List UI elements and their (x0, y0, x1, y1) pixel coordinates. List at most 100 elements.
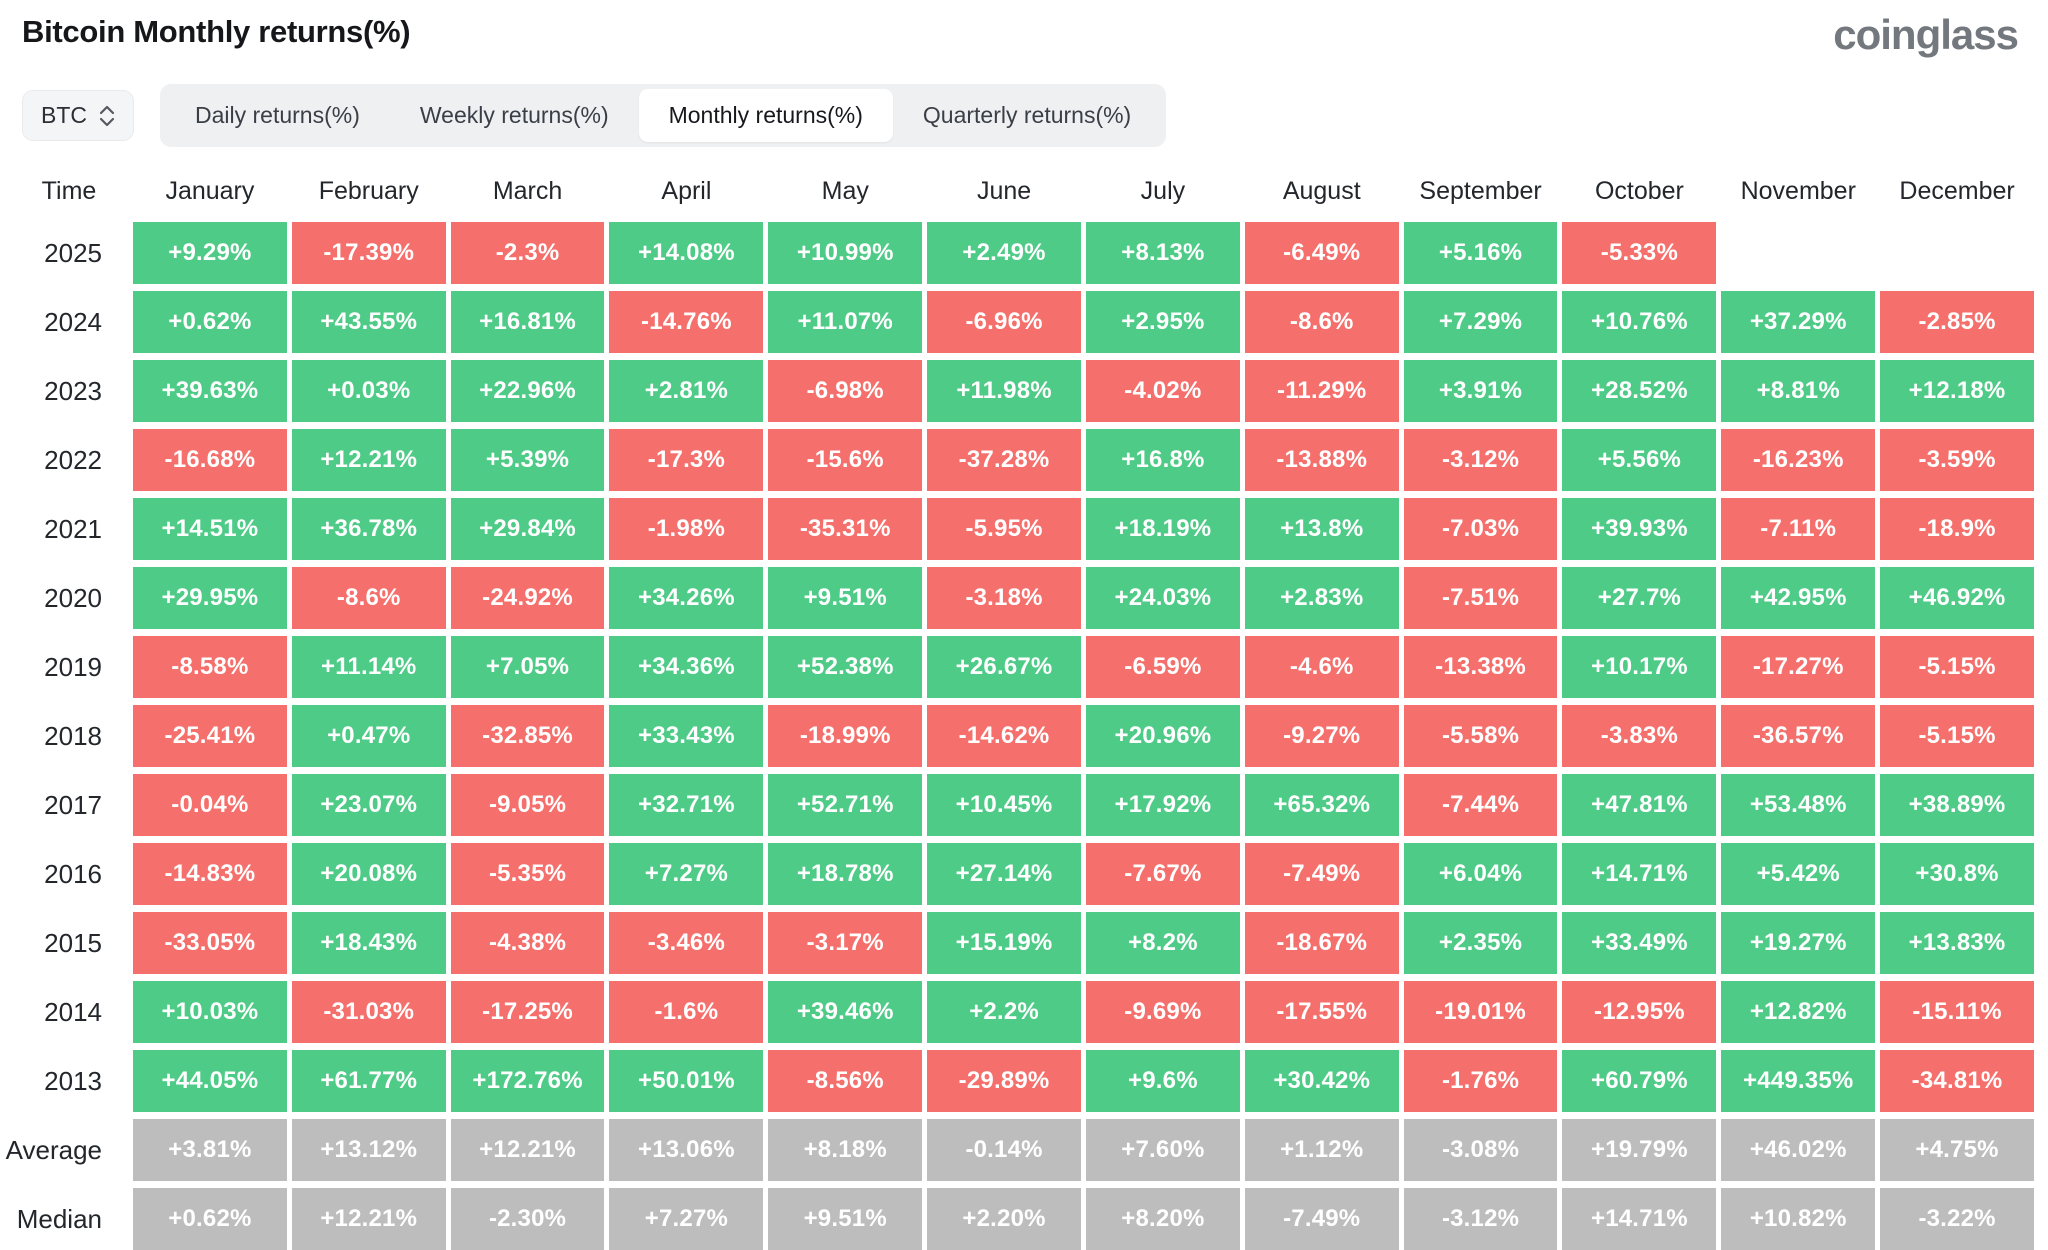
return-cell: +14.08% (609, 222, 764, 284)
return-cell: +4.75% (1880, 1119, 2034, 1181)
return-cell: -8.6% (1244, 291, 1399, 353)
return-cell: -3.12% (1403, 1188, 1558, 1250)
column-header-march: March (492, 176, 563, 205)
row-label-2024: 2024 (44, 306, 102, 337)
return-cell: -36.57% (1721, 705, 1876, 767)
column-header-december: December (1899, 176, 2015, 205)
return-cell: +10.82% (1721, 1188, 1876, 1250)
return-cell: -2.3% (450, 222, 605, 284)
return-cell: +8.20% (1085, 1188, 1240, 1250)
row-label-2020: 2020 (44, 582, 102, 613)
column-header-may: May (821, 176, 869, 205)
row-label-2015: 2015 (44, 927, 102, 958)
return-cell: -3.59% (1880, 429, 2034, 491)
return-cell: +11.07% (768, 291, 923, 353)
return-cell: +1.12% (1244, 1119, 1399, 1181)
return-cell: +10.45% (927, 774, 1081, 836)
return-cell: -19.01% (1403, 981, 1558, 1043)
return-cell: +0.03% (291, 360, 446, 422)
return-cell: +50.01% (609, 1050, 764, 1112)
symbol-selector[interactable]: BTC (22, 90, 134, 141)
return-cell: +34.36% (609, 636, 764, 698)
return-cell: +8.81% (1721, 360, 1876, 422)
return-cell: +0.62% (133, 1188, 287, 1250)
return-cell: -7.49% (1244, 1188, 1399, 1250)
return-cell: +43.55% (291, 291, 446, 353)
return-cell: -8.6% (291, 567, 446, 629)
return-cell: -18.67% (1244, 912, 1399, 974)
return-cell: -18.99% (768, 705, 923, 767)
return-cell: +52.71% (768, 774, 923, 836)
return-cell: +6.04% (1403, 843, 1558, 905)
return-cell: -7.03% (1403, 498, 1558, 560)
return-cell: -31.03% (291, 981, 446, 1043)
return-cell: +5.56% (1562, 429, 1717, 491)
return-cell: +27.7% (1562, 567, 1717, 629)
return-cell: +9.51% (768, 567, 923, 629)
return-cell: -25.41% (133, 705, 287, 767)
return-cell (1880, 222, 2034, 284)
controls-row: BTC Daily returns(%) Weekly returns(%) M… (22, 84, 2048, 147)
return-cell: +16.81% (450, 291, 605, 353)
coinglass-logo: coinglass (1833, 11, 2019, 58)
return-cell: -12.95% (1562, 981, 1717, 1043)
return-cell: -3.12% (1403, 429, 1558, 491)
return-cell: +18.43% (291, 912, 446, 974)
return-cell: +13.83% (1880, 912, 2034, 974)
return-cell: +13.12% (291, 1119, 446, 1181)
return-cell: +23.07% (291, 774, 446, 836)
return-cell: +22.96% (450, 360, 605, 422)
return-cell: +16.8% (1085, 429, 1240, 491)
return-cell: -14.76% (609, 291, 764, 353)
return-cell: +33.49% (1562, 912, 1717, 974)
return-cell: -4.38% (450, 912, 605, 974)
return-cell: +0.47% (291, 705, 446, 767)
return-cell: -6.98% (768, 360, 923, 422)
tab-monthly-returns[interactable]: Monthly returns(%) (638, 89, 893, 142)
return-cell: -9.69% (1085, 981, 1240, 1043)
return-cell: -14.83% (133, 843, 287, 905)
return-cell: +37.29% (1721, 291, 1876, 353)
return-cell: -32.85% (450, 705, 605, 767)
return-cell: +65.32% (1244, 774, 1399, 836)
return-cell: +39.93% (1562, 498, 1717, 560)
column-header-january: January (165, 176, 255, 205)
return-cell: -15.11% (1880, 981, 2034, 1043)
return-cell: -0.14% (927, 1119, 1081, 1181)
return-cell: +10.76% (1562, 291, 1717, 353)
return-cell: -35.31% (768, 498, 923, 560)
return-cell: +3.81% (133, 1119, 287, 1181)
return-cell: +2.20% (927, 1188, 1081, 1250)
tab-quarterly-returns[interactable]: Quarterly returns(%) (893, 89, 1161, 142)
return-cell: -17.27% (1721, 636, 1876, 698)
return-cell: +7.60% (1085, 1119, 1240, 1181)
tab-weekly-returns[interactable]: Weekly returns(%) (390, 89, 639, 142)
return-cell: +11.98% (927, 360, 1081, 422)
return-cell: +19.27% (1721, 912, 1876, 974)
topbar: Bitcoin Monthly returns(%) coinglass (0, 0, 2048, 56)
return-cell: +8.13% (1085, 222, 1240, 284)
return-cell: -34.81% (1880, 1050, 2034, 1112)
column-header-february: February (318, 176, 419, 205)
return-cell: -16.68% (133, 429, 287, 491)
row-label-average: Average (5, 1134, 102, 1165)
return-cell: +42.95% (1721, 567, 1876, 629)
row-label-2023: 2023 (44, 375, 102, 406)
return-cell: +2.2% (927, 981, 1081, 1043)
return-cell: -7.44% (1403, 774, 1558, 836)
return-cell: +29.84% (450, 498, 605, 560)
return-cell: +11.14% (291, 636, 446, 698)
return-cell: -1.6% (609, 981, 764, 1043)
return-cell: -7.11% (1721, 498, 1876, 560)
return-cell: +14.71% (1562, 1188, 1717, 1250)
return-cell: +30.8% (1880, 843, 2034, 905)
row-label-2016: 2016 (44, 858, 102, 889)
return-cell: +13.8% (1244, 498, 1399, 560)
return-cell: +10.17% (1562, 636, 1717, 698)
return-cell: -9.27% (1244, 705, 1399, 767)
return-cell: -33.05% (133, 912, 287, 974)
tab-daily-returns[interactable]: Daily returns(%) (165, 89, 390, 142)
return-cell: +8.2% (1085, 912, 1240, 974)
return-cell: -17.25% (450, 981, 605, 1043)
return-cell: -17.55% (1244, 981, 1399, 1043)
